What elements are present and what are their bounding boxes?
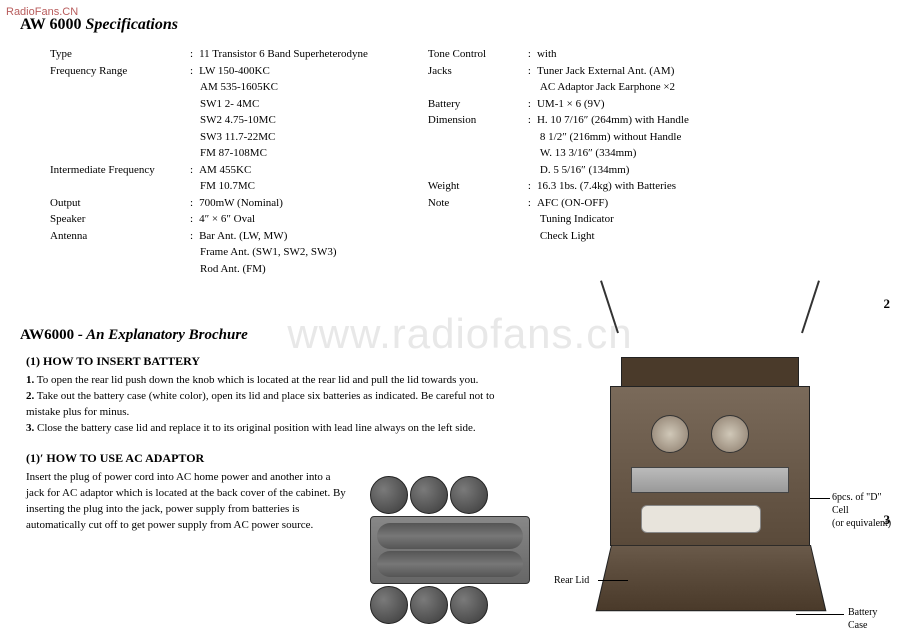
- spec-value: 4″ × 6″ Oval: [199, 211, 368, 228]
- brochure-title-text: An Explanatory Brochure: [86, 327, 248, 343]
- howto-battery-step1: 1. To open the rear lid push down the kn…: [26, 373, 496, 389]
- specs-container: Type:11 Transistor 6 Band Superheterodyn…: [50, 46, 900, 277]
- howto-adaptor-text: Insert the plug of power cord into AC ho…: [26, 470, 346, 534]
- battery-case-icon: [641, 505, 761, 533]
- spec-label: Frequency Range: [50, 63, 190, 80]
- callout-rearlid: Rear Lid: [554, 574, 589, 587]
- spec-value: with: [537, 46, 689, 63]
- spec-value: 16.3 1bs. (7.4kg) with Batteries: [537, 178, 689, 195]
- spec-label: Jacks: [428, 63, 528, 80]
- battery-cell-icon: [370, 476, 408, 514]
- battery-diagram: [370, 476, 530, 626]
- spec-value: Bar Ant. (LW, MW): [199, 228, 368, 245]
- howto-battery-step3: 3. Close the battery case lid and replac…: [26, 421, 496, 437]
- panel-strip-icon: [631, 467, 789, 493]
- spec-sub-value: Check Light: [540, 228, 689, 245]
- radio-box-icon: [610, 386, 810, 546]
- spec-sub-value: 8 1/2″ (216mm) without Handle: [540, 129, 689, 146]
- brochure-sep: -: [74, 327, 86, 343]
- spec-sub-value: AM 535-1605KC: [200, 79, 368, 96]
- spec-sub-value: AC Adaptor Jack Earphone ×2: [540, 79, 689, 96]
- spec-sub-value: FM 10.7MC: [200, 178, 368, 195]
- spec-value: LW 150-400KC: [199, 63, 368, 80]
- callout-line: [796, 614, 844, 615]
- page-number-2: 2: [884, 296, 891, 312]
- spec-sub-value: Rod Ant. (FM): [200, 261, 368, 278]
- spec-sub-value: SW1 2- 4MC: [200, 96, 368, 113]
- page-number-3: 3: [884, 512, 891, 528]
- spec-label: Type: [50, 46, 190, 63]
- battery-cell-icon: [450, 586, 488, 624]
- spec-label: Speaker: [50, 211, 190, 228]
- spec-sub-value: FM 87-108MC: [200, 145, 368, 162]
- battery-cell-icon: [370, 586, 408, 624]
- dial-icon: [651, 415, 689, 453]
- spec-value: 11 Transistor 6 Band Superheterodyne: [199, 46, 368, 63]
- spec-value: 700mW (Nominal): [199, 195, 368, 212]
- spec-title-model: AW 6000: [20, 16, 82, 33]
- spec-title-word: Specifications: [86, 16, 178, 33]
- battery-cell-icon: [410, 476, 448, 514]
- spec-label: Tone Control: [428, 46, 528, 63]
- spec-sub-value: W. 13 3/16″ (334mm): [540, 145, 689, 162]
- callout-line: [598, 580, 628, 581]
- radio-top-icon: [621, 357, 799, 387]
- spec-label: Antenna: [50, 228, 190, 245]
- spec-sub-value: Frame Ant. (SW1, SW2, SW3): [200, 244, 368, 261]
- battery-tray-icon: [370, 516, 530, 584]
- spec-label: Weight: [428, 178, 528, 195]
- rear-lid-icon: [596, 545, 827, 611]
- battery-cell-icon: [450, 476, 488, 514]
- spec-sub-value: D. 5 5/16″ (134mm): [540, 162, 689, 179]
- spec-label: Dimension: [428, 112, 528, 129]
- spec-sub-value: SW2 4.75-10MC: [200, 112, 368, 129]
- spec-value: AM 455KC: [199, 162, 368, 179]
- spec-label: Output: [50, 195, 190, 212]
- specs-left-column: Type:11 Transistor 6 Band Superheterodyn…: [50, 46, 368, 277]
- antenna-icon: [600, 280, 619, 333]
- specs-right-column: Tone Control:with Jacks:Tuner Jack Exter…: [428, 46, 689, 277]
- spec-value: AFC (ON-OFF): [537, 195, 689, 212]
- spec-value: Tuner Jack External Ant. (AM): [537, 63, 689, 80]
- spec-title: AW 6000 Specifications: [20, 16, 900, 34]
- howto-battery-step2: 2. Take out the battery case (white colo…: [26, 389, 496, 421]
- callout-battcase: Battery Case: [848, 606, 877, 632]
- spec-value: UM-1 × 6 (9V): [537, 96, 689, 113]
- radio-diagram: [610, 386, 810, 546]
- battery-cell-icon: [410, 586, 448, 624]
- dial-icon: [711, 415, 749, 453]
- spec-label: Note: [428, 195, 528, 212]
- brochure-model: AW6000: [20, 327, 74, 343]
- antenna-icon: [801, 280, 820, 333]
- spec-sub-value: SW3 11.7-22MC: [200, 129, 368, 146]
- spec-label: Intermediate Frequency: [50, 162, 190, 179]
- callout-line: [810, 498, 830, 499]
- spec-value: H. 10 7/16″ (264mm) with Handle: [537, 112, 689, 129]
- spec-label: Battery: [428, 96, 528, 113]
- brochure-title: AW6000 - An Explanatory Brochure: [20, 327, 900, 344]
- spec-sub-value: Tuning Indicator: [540, 211, 689, 228]
